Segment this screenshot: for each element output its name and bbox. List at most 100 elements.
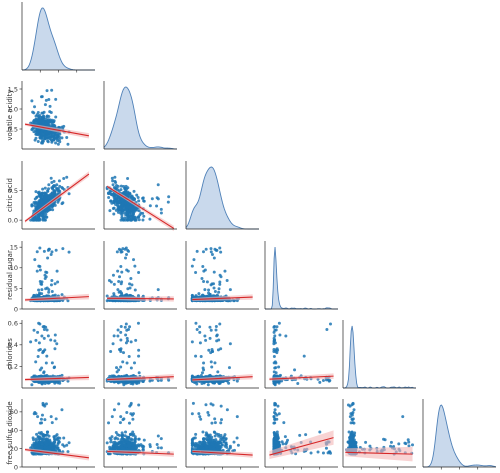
regression-line [107, 297, 174, 300]
scatter-point [40, 111, 44, 115]
scatter-point [44, 325, 48, 329]
scatter-point [49, 338, 53, 342]
scatter-point [43, 199, 47, 203]
scatter-point [125, 208, 129, 212]
scatter-point [42, 370, 46, 374]
scatter-point [50, 118, 54, 122]
scatter-point [119, 291, 123, 295]
scatter-point [124, 430, 128, 434]
scatter-point [115, 366, 119, 370]
scatter-point [125, 361, 129, 365]
scatter-point [34, 338, 38, 342]
scatter-point [137, 218, 141, 222]
scatter-points [105, 401, 171, 456]
scatter-point [118, 275, 122, 279]
scatter-point [134, 218, 138, 222]
regression-line [24, 173, 90, 222]
scatter-point [33, 204, 37, 208]
scatter-point [57, 137, 61, 141]
scatter-point [126, 269, 130, 273]
scatter-point [29, 340, 33, 344]
scatter-panel [185, 320, 259, 389]
scatter-point [128, 325, 132, 329]
scatter-point [30, 383, 34, 387]
scatter-point [114, 208, 118, 212]
scatter-point [204, 247, 208, 251]
scatter-point [275, 351, 279, 355]
scatter-point [50, 421, 54, 425]
scatter-point [134, 338, 138, 342]
scatter-point [37, 199, 41, 203]
y-tick-label: 0.5 [8, 125, 18, 133]
scatter-point [46, 256, 50, 260]
scatter-point [35, 269, 39, 273]
scatter-point [48, 438, 52, 442]
scatter-points [190, 246, 240, 303]
scatter-point [209, 250, 213, 254]
scatter-point [57, 198, 61, 202]
scatter-point [123, 191, 127, 195]
scatter-point [36, 330, 40, 334]
scatter-point [190, 264, 194, 268]
scatter-point [128, 282, 132, 286]
scatter-point [50, 140, 54, 144]
scatter-point [272, 348, 276, 352]
scatter-point [114, 186, 118, 190]
scatter-point [112, 195, 116, 199]
scatter-point [277, 321, 281, 325]
scatter-point [45, 354, 49, 358]
scatter-point [328, 322, 332, 326]
scatter-point [38, 135, 42, 139]
scatter-point [217, 290, 221, 294]
scatter-point [167, 195, 171, 199]
scatter-point [129, 276, 133, 280]
scatter-point [130, 195, 134, 199]
scatter-point [62, 124, 66, 128]
scatter-point [37, 205, 41, 209]
scatter-point [50, 181, 54, 184]
scatter-point [202, 269, 206, 273]
scatter-point [166, 200, 170, 204]
scatter-point [119, 338, 123, 342]
y-tick-label: 0.4 [8, 341, 18, 349]
scatter-point [195, 327, 199, 331]
scatter-point [136, 196, 140, 200]
scatter-point [201, 265, 205, 269]
scatter-point [67, 250, 71, 254]
scatter-point [41, 432, 45, 436]
scatter-point [45, 115, 49, 119]
scatter-point [46, 140, 50, 144]
scatter-point [218, 273, 222, 277]
scatter-point [112, 334, 116, 338]
scatter-point [215, 339, 219, 343]
scatter-points [29, 88, 71, 146]
scatter-point [45, 215, 49, 219]
scatter-point [53, 333, 57, 337]
scatter-point [202, 279, 206, 283]
kde-line [103, 86, 178, 150]
scatter-point [129, 366, 133, 370]
scatter-point [33, 258, 37, 262]
scatter-point [58, 184, 62, 188]
scatter-point [48, 194, 52, 198]
scatter-point [38, 368, 42, 372]
scatter-point [117, 279, 121, 283]
scatter-point [57, 448, 61, 452]
scatter-point [47, 187, 51, 191]
scatter-point [34, 190, 38, 194]
scatter-point [33, 105, 37, 109]
scatter-point [210, 253, 214, 257]
scatter-point [124, 211, 128, 215]
scatter-point [122, 208, 126, 212]
scatter-point [49, 253, 53, 257]
scatter-point [50, 205, 54, 209]
scatter-point [122, 218, 126, 222]
scatter-point [218, 322, 222, 326]
scatter-point [278, 373, 282, 377]
kde-panel [103, 81, 178, 150]
scatter-point [48, 104, 52, 108]
scatter-point [56, 132, 60, 136]
scatter-point [40, 421, 44, 425]
y-tick-label: 0.2 [8, 363, 18, 371]
scatter-point [40, 141, 44, 145]
